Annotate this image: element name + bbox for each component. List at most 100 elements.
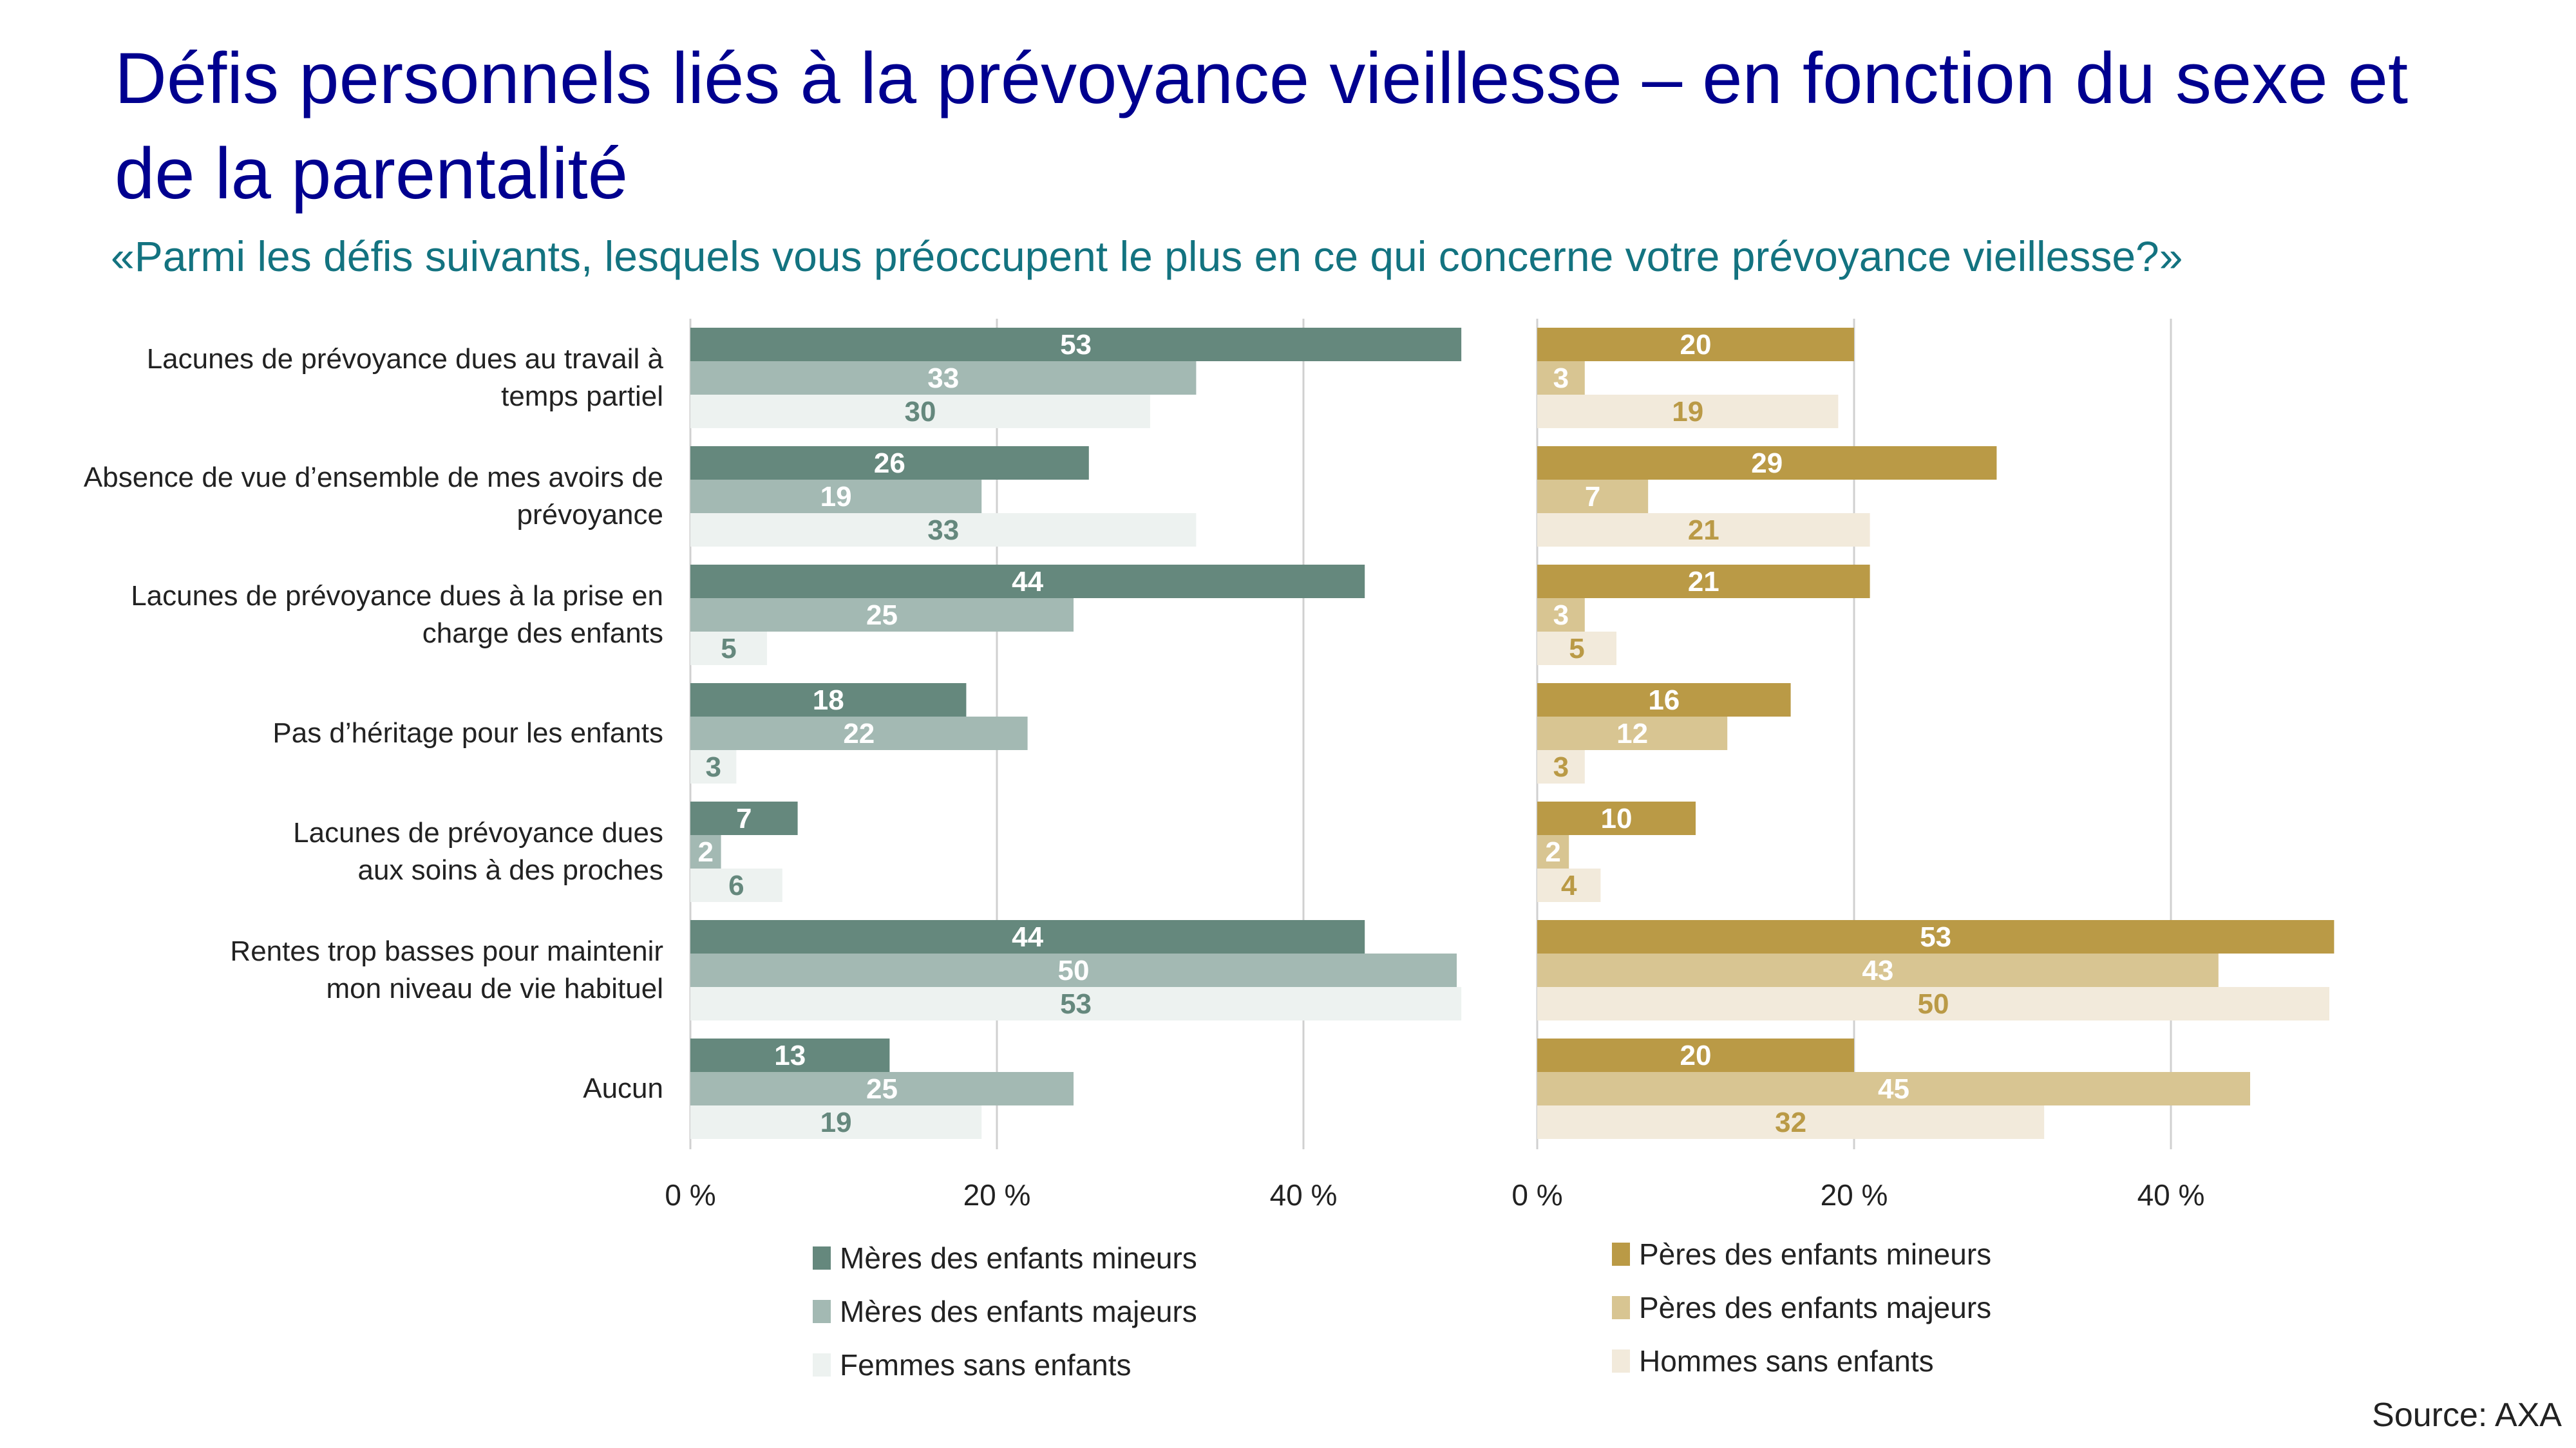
bar-men (1537, 683, 1791, 717)
bar-value-label: 19 (820, 1107, 852, 1138)
bar-women (690, 632, 767, 665)
bar-value-label: 25 (866, 1073, 898, 1105)
bar-value-label: 10 (1601, 803, 1633, 834)
bar-value-label: 5 (721, 633, 736, 664)
legend-label: Hommes sans enfants (1639, 1344, 1934, 1378)
legend-women: Mères des enfants mineurs Mères des enfan… (813, 1231, 1197, 1391)
bar-value-label: 4 (1561, 870, 1577, 901)
bar-value-label: 2 (698, 836, 714, 868)
bar-women (690, 1072, 1074, 1105)
bar-value-label: 6 (728, 870, 744, 901)
bar-women (690, 1039, 890, 1072)
bar-value-label: 13 (774, 1040, 806, 1071)
legend-label: Mères des enfants majeurs (840, 1294, 1197, 1328)
bar-women (690, 446, 1089, 480)
bar-value-label: 5 (1569, 633, 1584, 664)
bar-men (1537, 361, 1585, 395)
bar-women (690, 835, 721, 869)
bar-men (1537, 750, 1585, 784)
bar-men (1537, 513, 1870, 547)
bar-value-label: 21 (1688, 514, 1719, 546)
category-label: Lacunes de prévoyance dues à la prise en (131, 580, 663, 612)
bar-value-label: 26 (874, 447, 905, 479)
legend-label: Pères des enfants majeurs (1639, 1290, 1992, 1324)
legend-swatch (813, 1246, 831, 1270)
bar-women (690, 717, 1028, 750)
bar-men (1537, 717, 1728, 750)
bar-value-label: 3 (1553, 599, 1569, 631)
bar-value-label: 32 (1775, 1107, 1806, 1138)
bar-value-label: 29 (1751, 447, 1783, 479)
bar-men (1537, 1105, 2045, 1139)
bar-value-label: 3 (1553, 751, 1569, 783)
bar-value-label: 20 (1680, 329, 1712, 361)
x-tick-label: 20 % (963, 1178, 1031, 1212)
legend-label: Mères des enfants mineurs (840, 1241, 1197, 1275)
legend-swatch (1612, 1242, 1630, 1266)
bar-value-label: 44 (1012, 566, 1043, 597)
category-label: Lacunes de prévoyance dues (293, 817, 663, 849)
bar-value-label: 3 (705, 751, 721, 783)
x-tick-label: 0 % (665, 1178, 715, 1212)
x-tick-label: 0 % (1511, 1178, 1562, 1212)
bar-men (1537, 987, 2329, 1020)
bar-value-label: 22 (843, 718, 875, 749)
category-label: Absence de vue d’ensemble de mes avoirs … (84, 462, 663, 493)
bar-men (1537, 1072, 2250, 1105)
bar-women (690, 328, 1462, 361)
chart-subtitle: «Parmi les défis suivants, lesquels vous… (111, 232, 2183, 280)
bar-women (690, 513, 1197, 547)
bar-value-label: 19 (1672, 396, 1703, 428)
legend-item: Pères des enfants majeurs (1612, 1281, 1991, 1334)
legend-item: Hommes sans enfants (1612, 1334, 1991, 1387)
legend-item: Pères des enfants mineurs (1612, 1227, 1991, 1281)
bar-women (690, 954, 1457, 987)
bar-value-label: 33 (927, 514, 959, 546)
bar-value-label: 7 (736, 803, 752, 834)
bar-value-label: 44 (1012, 921, 1043, 953)
legend-swatch (813, 1353, 831, 1377)
legend-men: Pères des enfants mineurs Pères des enfan… (1612, 1227, 1991, 1387)
bar-women (690, 395, 1150, 428)
bar-value-label: 50 (1058, 955, 1090, 986)
bar-women (690, 1105, 982, 1139)
bar-men (1537, 835, 1569, 869)
bar-men (1537, 480, 1649, 513)
bar-value-label: 33 (927, 362, 959, 394)
bar-value-label: 53 (1060, 329, 1092, 361)
bar-value-label: 12 (1616, 718, 1648, 749)
bar-value-label: 20 (1680, 1040, 1712, 1071)
bar-men (1537, 446, 1997, 480)
bar-women (690, 750, 737, 784)
category-label: Lacunes de prévoyance dues au travail à (147, 343, 664, 375)
bar-women (690, 598, 1074, 632)
bar-women (690, 361, 1197, 395)
legend-label: Pères des enfants mineurs (1639, 1237, 1992, 1271)
category-label: Aucun (583, 1073, 663, 1104)
bar-women (690, 683, 967, 717)
bar-women (690, 802, 798, 835)
legend-item: Mères des enfants majeurs (813, 1284, 1197, 1338)
bar-value-label: 45 (1878, 1073, 1909, 1105)
bar-value-label: 43 (1862, 955, 1893, 986)
legend-label: Femmes sans enfants (840, 1348, 1132, 1382)
bar-men (1537, 869, 1601, 902)
category-label: charge des enfants (422, 617, 663, 649)
bar-men (1537, 632, 1616, 665)
bar-men (1537, 598, 1585, 632)
bar-value-label: 50 (1918, 988, 1949, 1020)
bar-value-label: 30 (905, 396, 936, 428)
bar-women (690, 920, 1365, 954)
bar-women (690, 565, 1365, 598)
category-label: mon niveau de vie habituel (327, 973, 663, 1004)
bar-men (1537, 1039, 1854, 1072)
legend-swatch (813, 1299, 831, 1323)
bar-value-label: 16 (1648, 684, 1680, 716)
legend-swatch (1612, 1295, 1630, 1319)
category-label: Pas d’héritage pour les enfants (272, 717, 663, 749)
legend-item: Mères des enfants mineurs (813, 1231, 1197, 1284)
bar-men (1537, 395, 1839, 428)
bar-men (1537, 920, 2334, 954)
bar-value-label: 21 (1688, 566, 1719, 597)
